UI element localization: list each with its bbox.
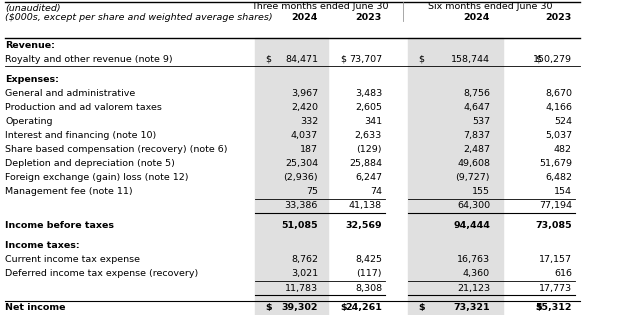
Text: 94,444: 94,444 [453,221,490,230]
Text: Net income: Net income [5,303,65,312]
Text: General and administrative: General and administrative [5,89,135,98]
Text: 73,085: 73,085 [536,221,572,230]
Text: 8,670: 8,670 [545,89,572,98]
Text: 49,608: 49,608 [457,159,490,168]
Text: Share based compensation (recovery) (note 6): Share based compensation (recovery) (not… [5,145,227,154]
Text: $: $ [340,303,347,312]
Text: $: $ [265,303,271,312]
Text: 55,312: 55,312 [536,303,572,312]
Text: (117): (117) [356,269,382,278]
Text: 482: 482 [554,145,572,154]
Bar [255,38,328,315]
Text: 41,138: 41,138 [349,201,382,210]
Text: 32,569: 32,569 [346,221,382,230]
Text: 158,744: 158,744 [451,54,490,64]
Text: ($000s, except per share and weighted average shares): ($000s, except per share and weighted av… [5,13,273,22]
Text: Expenses:: Expenses: [5,75,59,83]
Text: 332: 332 [300,117,318,126]
Text: $: $ [340,54,346,64]
Text: Deferred income tax expense (recovery): Deferred income tax expense (recovery) [5,269,198,278]
Text: 6,247: 6,247 [355,173,382,182]
Text: (129): (129) [356,145,382,154]
Text: 17,773: 17,773 [539,284,572,293]
Text: 84,471: 84,471 [285,54,318,64]
Text: Revenue:: Revenue: [5,41,55,49]
Text: 8,762: 8,762 [291,255,318,264]
Text: (9,727): (9,727) [456,173,490,182]
Text: 524: 524 [554,117,572,126]
Text: 51,085: 51,085 [282,221,318,230]
Text: Depletion and depreciation (note 5): Depletion and depreciation (note 5) [5,159,175,168]
Text: 3,483: 3,483 [355,89,382,98]
Text: 75: 75 [306,187,318,196]
Text: 25,884: 25,884 [349,159,382,168]
Text: 25,304: 25,304 [285,159,318,168]
Text: 73,707: 73,707 [349,54,382,64]
Text: $: $ [535,54,541,64]
Text: 155: 155 [472,187,490,196]
Text: 2,605: 2,605 [355,103,382,112]
Text: 3,967: 3,967 [291,89,318,98]
Text: 16,763: 16,763 [457,255,490,264]
Text: 2024: 2024 [463,13,490,22]
Text: Income taxes:: Income taxes: [5,241,79,250]
Text: 6,482: 6,482 [545,173,572,182]
Text: $: $ [535,303,541,312]
Text: 2024: 2024 [292,13,318,22]
Text: 21,123: 21,123 [457,284,490,293]
Text: 8,756: 8,756 [463,89,490,98]
Text: Six months ended June 30: Six months ended June 30 [428,2,552,11]
Text: Current income tax expense: Current income tax expense [5,255,140,264]
Text: 5,037: 5,037 [545,131,572,140]
Text: $: $ [418,54,424,64]
Text: 187: 187 [300,145,318,154]
Text: 2023: 2023 [546,13,572,22]
Text: 17,157: 17,157 [539,255,572,264]
Text: 8,425: 8,425 [355,255,382,264]
Text: 74: 74 [370,187,382,196]
Text: 616: 616 [554,269,572,278]
Text: 77,194: 77,194 [539,201,572,210]
Text: Interest and financing (note 10): Interest and financing (note 10) [5,131,156,140]
Text: Income before taxes: Income before taxes [5,221,114,230]
Text: (unaudited): (unaudited) [5,4,61,13]
Text: 73,321: 73,321 [453,303,490,312]
Text: Royalty and other revenue (note 9): Royalty and other revenue (note 9) [5,54,173,64]
Text: 150,279: 150,279 [533,54,572,64]
Text: 2,633: 2,633 [355,131,382,140]
Text: 4,360: 4,360 [463,269,490,278]
Text: 24,261: 24,261 [345,303,382,312]
Text: 39,302: 39,302 [282,303,318,312]
Text: $: $ [418,303,424,312]
Text: 64,300: 64,300 [457,201,490,210]
Text: 154: 154 [554,187,572,196]
Text: 8,308: 8,308 [355,284,382,293]
Text: Management fee (note 11): Management fee (note 11) [5,187,132,196]
Text: (2,936): (2,936) [284,173,318,182]
Text: Foreign exchange (gain) loss (note 12): Foreign exchange (gain) loss (note 12) [5,173,189,182]
Text: 11,783: 11,783 [285,284,318,293]
Text: Three months ended June 30: Three months ended June 30 [252,2,388,11]
Text: 2,487: 2,487 [463,145,490,154]
Text: Production and ad valorem taxes: Production and ad valorem taxes [5,103,162,112]
Text: 2023: 2023 [356,13,382,22]
Text: 4,037: 4,037 [291,131,318,140]
Text: 51,679: 51,679 [539,159,572,168]
Text: 7,837: 7,837 [463,131,490,140]
Text: $: $ [265,54,271,64]
Text: 4,166: 4,166 [545,103,572,112]
Text: 537: 537 [472,117,490,126]
Bar [408,38,503,315]
Text: Operating: Operating [5,117,52,126]
Text: 4,647: 4,647 [463,103,490,112]
Text: 2,420: 2,420 [291,103,318,112]
Text: 341: 341 [364,117,382,126]
Text: 33,386: 33,386 [285,201,318,210]
Text: 3,021: 3,021 [291,269,318,278]
